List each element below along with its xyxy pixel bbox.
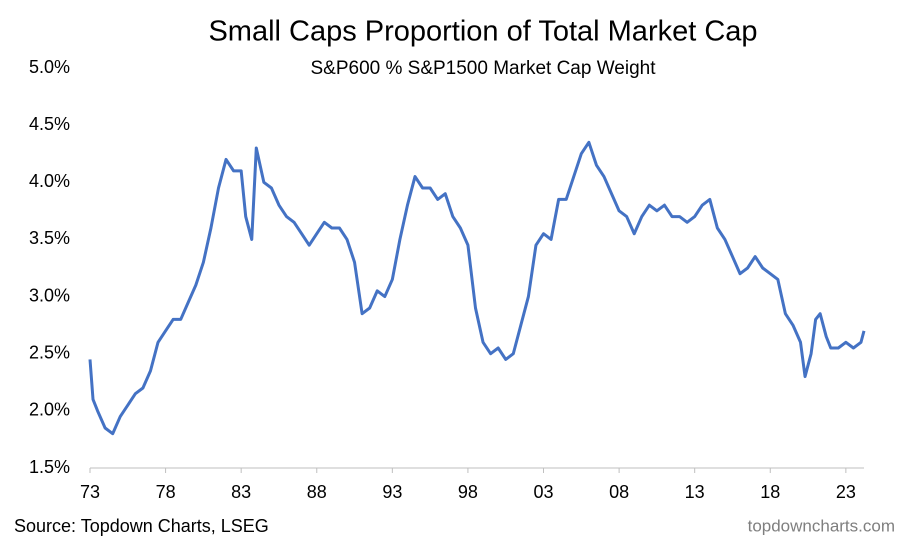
x-tick-label: 78 (156, 482, 176, 502)
watermark: topdowncharts.com (748, 516, 895, 535)
x-tick-label: 08 (609, 482, 629, 502)
x-tick-label: 13 (685, 482, 705, 502)
y-tick-label: 4.0% (29, 171, 70, 191)
y-tick-label: 4.5% (29, 114, 70, 134)
x-tick-label: 88 (307, 482, 327, 502)
x-tick-label: 73 (80, 482, 100, 502)
x-tick-label: 03 (534, 482, 554, 502)
x-tick-label: 98 (458, 482, 478, 502)
y-tick-label: 2.5% (29, 342, 70, 362)
y-tick-label: 3.0% (29, 285, 70, 305)
y-tick-label: 3.5% (29, 228, 70, 248)
x-tick-label: 93 (382, 482, 402, 502)
y-tick-label: 2.0% (29, 400, 70, 420)
source-note: Source: Topdown Charts, LSEG (14, 516, 269, 536)
x-tick-label: 23 (836, 482, 856, 502)
y-tick-label: 5.0% (29, 57, 70, 77)
chart-subtitle: S&P600 % S&P1500 Market Cap Weight (310, 58, 656, 79)
data-line (88, 140, 866, 436)
x-tick-label: 18 (760, 482, 780, 502)
x-tick-label: 83 (231, 482, 251, 502)
y-tick-label: 1.5% (29, 457, 70, 477)
chart-title: Small Caps Proportion of Total Market Ca… (208, 16, 757, 48)
